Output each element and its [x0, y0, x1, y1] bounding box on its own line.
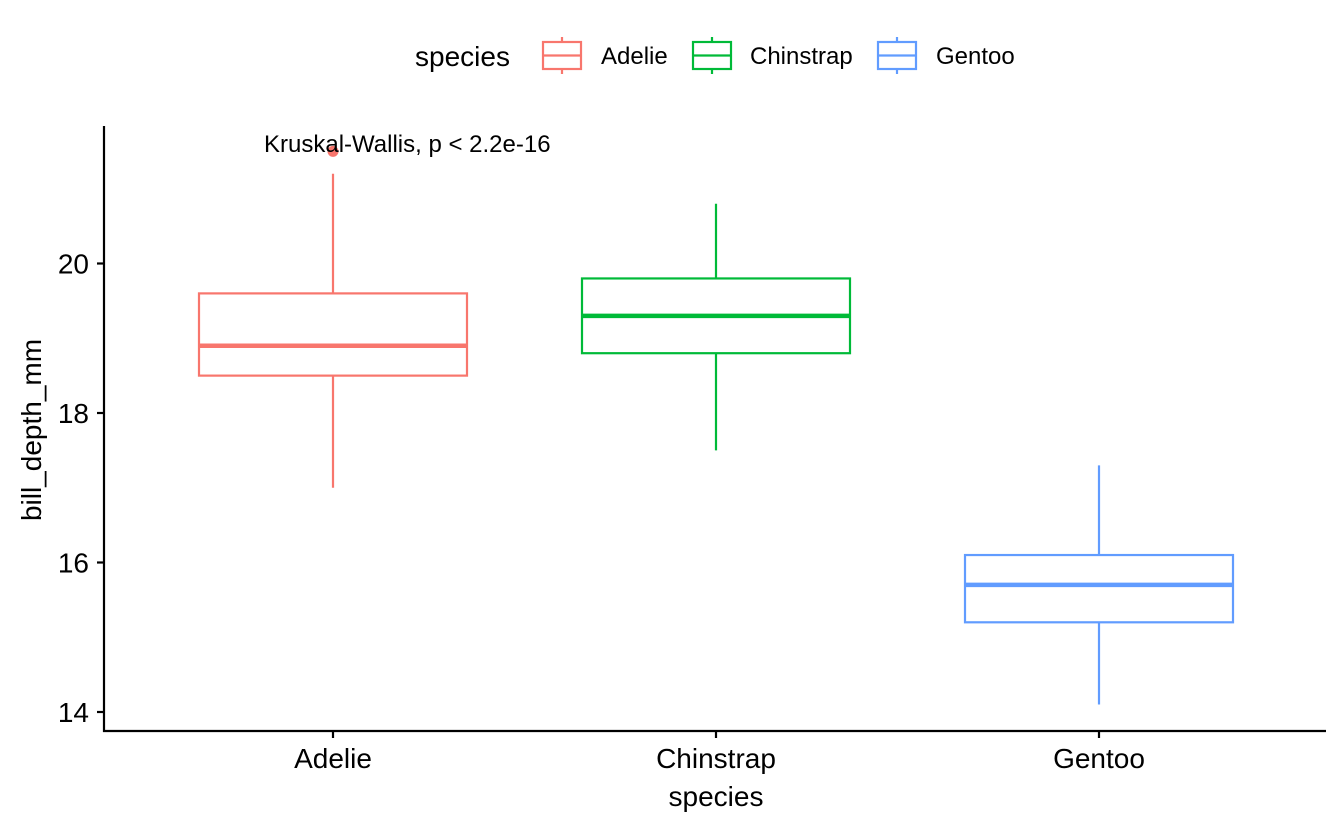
legend: species Adelie Chinstrap Gentoo	[415, 37, 1015, 74]
legend-label-chinstrap: Chinstrap	[750, 43, 853, 70]
box-adelie	[197, 145, 469, 488]
y-tick-label-16: 16	[58, 548, 89, 579]
x-tick-label-gentoo: Gentoo	[1053, 743, 1145, 774]
x-tick-label-chinstrap: Chinstrap	[656, 743, 776, 774]
legend-key-adelie	[541, 37, 583, 74]
legend-title: species	[415, 41, 510, 72]
y-tick-label-18: 18	[58, 398, 89, 429]
stat-annotation: Kruskal-Wallis, p < 2.2e-16	[264, 131, 551, 158]
axes: 14 16 18 20 Adelie Chinstrap Gentoo	[58, 126, 1326, 774]
box-chinstrap	[580, 203, 852, 451]
box-iqr-gentoo	[963, 553, 1235, 624]
legend-label-gentoo: Gentoo	[936, 43, 1015, 70]
legend-key-gentoo	[876, 37, 918, 74]
box-iqr-adelie	[197, 292, 469, 377]
outlier-adelie-0	[327, 145, 339, 157]
y-axis-title: bill_depth_mm	[16, 339, 47, 521]
y-tick-label-20: 20	[58, 249, 89, 280]
x-tick-label-adelie: Adelie	[294, 743, 372, 774]
y-tick-label-14: 14	[58, 697, 89, 728]
legend-label-adelie: Adelie	[601, 43, 668, 70]
x-axis-title: species	[669, 781, 764, 812]
legend-key-chinstrap	[691, 37, 733, 74]
box-gentoo	[963, 465, 1235, 705]
plot-area	[197, 145, 1235, 705]
